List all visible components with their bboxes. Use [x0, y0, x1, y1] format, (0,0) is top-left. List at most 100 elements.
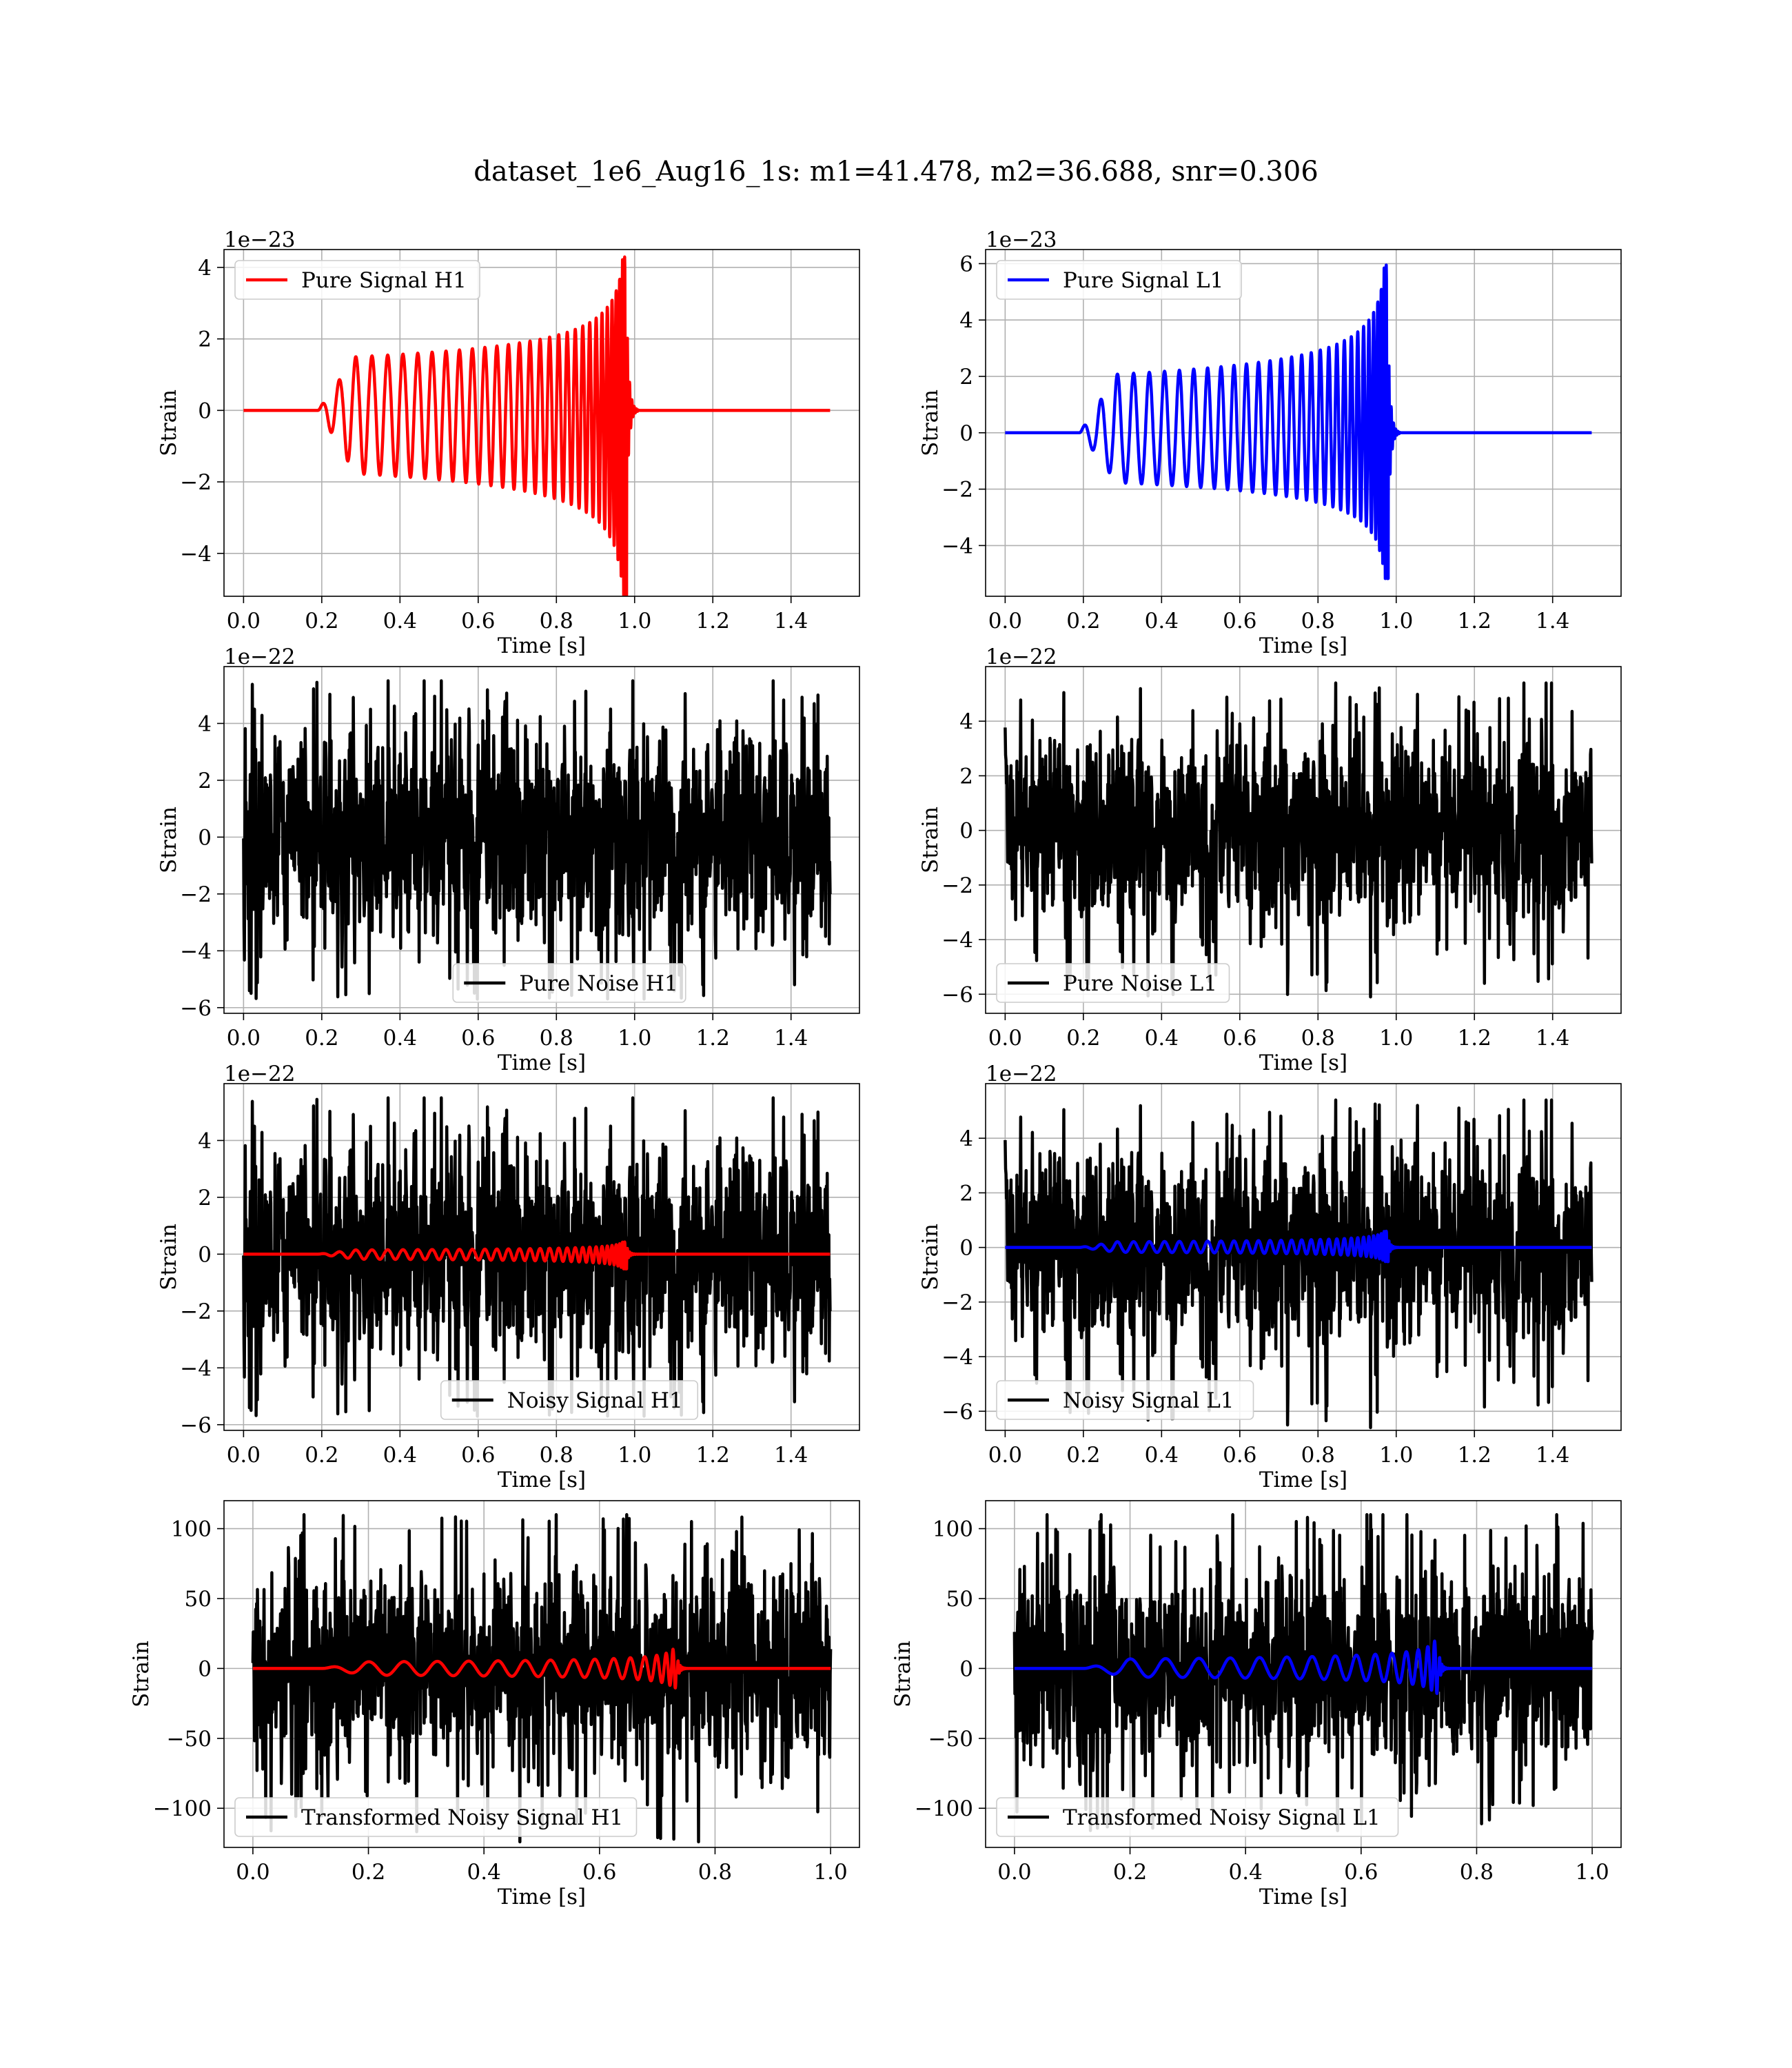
- series-line-noise: [242, 679, 832, 1001]
- y-tick-label: −6: [941, 982, 973, 1007]
- plot-area: [1004, 1098, 1594, 1430]
- legend-label: Pure Signal H1: [301, 268, 467, 293]
- y-tick-label: −2: [180, 470, 212, 495]
- y-tick-label: 2: [198, 769, 212, 793]
- x-tick-label: 1.0: [618, 609, 651, 633]
- x-tick-label: 0.2: [1113, 1860, 1147, 1885]
- y-tick-label: −6: [180, 996, 212, 1021]
- legend: Transformed Noisy Signal H1: [234, 1797, 638, 1837]
- y-tick-label: 0: [198, 825, 212, 850]
- y-axis-label: Strain: [918, 1224, 943, 1290]
- x-axis-label: Time [s]: [498, 1885, 586, 1909]
- x-tick-label: 0.0: [227, 1026, 261, 1051]
- legend: Noisy Signal L1: [996, 1380, 1254, 1420]
- axes-frame: [223, 249, 860, 597]
- plot-area: [1012, 1513, 1594, 1832]
- x-axis-label: Time [s]: [1259, 1051, 1347, 1075]
- y-tick-label: 50: [946, 1587, 973, 1612]
- series-line-noise: [242, 1096, 832, 1418]
- y-axis-label: Strain: [890, 1641, 915, 1707]
- x-tick-label: 0.8: [1301, 609, 1335, 633]
- y-tick-label: −4: [180, 1356, 212, 1381]
- plot-area: [1004, 681, 1594, 999]
- axis-offset-text: 1e−23: [224, 227, 296, 252]
- y-tick-label: −2: [941, 1290, 973, 1315]
- x-tick-label: 1.2: [696, 1026, 730, 1051]
- x-tick-label: 0.6: [1344, 1860, 1378, 1885]
- x-tick-label: 1.2: [696, 1443, 730, 1468]
- x-tick-label: 0.0: [988, 609, 1022, 633]
- y-tick-label: 0: [959, 421, 973, 446]
- x-tick-label: 0.8: [540, 1026, 573, 1051]
- x-tick-label: 0.0: [988, 1026, 1022, 1051]
- x-tick-label: 0.6: [461, 1443, 495, 1468]
- subplot-7: 0.0 0.2 0.4 0.6 0.8 1.0 −100 −50 0 50 100 Time [s] S…: [129, 1500, 860, 1909]
- x-tick-label: 0.8: [1301, 1026, 1335, 1051]
- subplot-8: 0.0 0.2 0.4 0.6 0.8 1.0 −100 −50 0 50 100 Time [s] S…: [890, 1500, 1622, 1909]
- legend: Transformed Noisy Signal L1: [996, 1797, 1399, 1837]
- subplot-4: 0.0 0.2 0.4 0.6 0.8 1.0 1.2 1.4 −6 −4 −2 0 2 4 Time [s…: [918, 645, 1622, 1075]
- y-tick-label: 100: [171, 1517, 212, 1542]
- legend-label: Transformed Noisy Signal L1: [1063, 1805, 1381, 1830]
- series-line-signal: [242, 255, 832, 596]
- y-tick-label: 0: [198, 398, 212, 423]
- y-axis-label: Strain: [156, 389, 181, 456]
- y-tick-label: 4: [198, 1128, 212, 1153]
- x-tick-label: 0.6: [1223, 1443, 1256, 1468]
- figure-title: dataset_1e6_Aug16_1s: m1=41.478, m2=36.6…: [474, 156, 1318, 187]
- x-axis-label: Time [s]: [498, 1468, 586, 1492]
- x-tick-label: 0.0: [227, 609, 261, 633]
- y-tick-label: −4: [941, 1345, 973, 1370]
- plot-area: [1004, 263, 1594, 580]
- subplot-2: 0.0 0.2 0.4 0.6 0.8 1.0 1.2 1.4 −4 −2 0 2 4 6 Time [s]…: [918, 227, 1622, 658]
- y-tick-label: 2: [959, 764, 973, 789]
- plot-area: [242, 679, 832, 1001]
- x-tick-label: 0.2: [1066, 1026, 1100, 1051]
- subplot-5: 0.0 0.2 0.4 0.6 0.8 1.0 1.2 1.4 −6 −4 −2 0 2 4 Time [s…: [156, 1062, 860, 1492]
- axes-frame: [223, 1083, 860, 1431]
- x-axis-label: Time [s]: [1259, 1885, 1347, 1909]
- x-tick-label: 0.8: [1460, 1860, 1494, 1885]
- x-tick-label: 0.2: [305, 1026, 338, 1051]
- x-tick-label: 1.0: [618, 1443, 651, 1468]
- legend-box: [996, 260, 1242, 300]
- x-tick-label: 0.0: [227, 1443, 261, 1468]
- x-tick-label: 1.2: [1458, 1443, 1491, 1468]
- y-tick-label: 4: [959, 1126, 973, 1151]
- y-tick-label: 4: [198, 256, 212, 281]
- axis-offset-text: 1e−22: [986, 1062, 1057, 1086]
- legend: Pure Signal L1: [996, 260, 1242, 300]
- x-tick-label: 1.2: [696, 609, 730, 633]
- y-tick-label: −4: [941, 534, 973, 558]
- subplot-1: 0.0 0.2 0.4 0.6 0.8 1.0 1.2 1.4 −4 −2 0 2 4 Time [s] S…: [156, 227, 860, 658]
- x-tick-label: 0.2: [305, 1443, 338, 1468]
- y-tick-label: 0: [959, 1236, 973, 1261]
- series-line-noise: [1004, 681, 1594, 999]
- x-tick-label: 0.4: [1145, 609, 1179, 633]
- y-axis-label: Strain: [156, 1224, 181, 1290]
- y-tick-label: −2: [941, 873, 973, 898]
- axes-frame: [985, 249, 1622, 597]
- y-tick-label: 0: [959, 1656, 973, 1681]
- legend: Pure Noise L1: [996, 963, 1230, 1003]
- x-tick-label: 1.0: [1575, 1860, 1609, 1885]
- x-tick-label: 1.4: [774, 1443, 808, 1468]
- series-line-noise: [1012, 1513, 1594, 1832]
- x-tick-label: 1.4: [774, 609, 808, 633]
- legend-label: Noisy Signal L1: [1063, 1388, 1234, 1413]
- x-tick-label: 0.4: [383, 609, 417, 633]
- x-axis-label: Time [s]: [498, 633, 586, 658]
- series-line-noise: [251, 1513, 833, 1844]
- y-tick-label: 50: [185, 1587, 212, 1612]
- x-axis-label: Time [s]: [1259, 633, 1347, 658]
- y-tick-label: −100: [153, 1796, 212, 1821]
- series-line-signal: [1012, 1639, 1594, 1695]
- x-tick-label: 0.6: [1223, 609, 1256, 633]
- subplot-6: 0.0 0.2 0.4 0.6 0.8 1.0 1.2 1.4 −6 −4 −2 0 2 4 Time [s…: [918, 1062, 1622, 1492]
- y-tick-label: 0: [959, 819, 973, 844]
- x-tick-label: 0.8: [698, 1860, 732, 1885]
- x-tick-label: 1.2: [1458, 609, 1491, 633]
- legend-box: [996, 1380, 1254, 1420]
- legend-label: Transformed Noisy Signal H1: [301, 1805, 623, 1830]
